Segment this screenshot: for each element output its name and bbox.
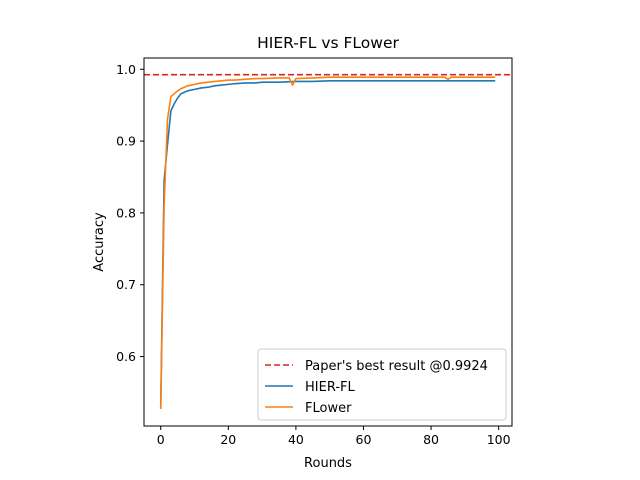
- x-axis: 0 20 40 60 80 100: [157, 426, 511, 447]
- y-axis-label: Accuracy: [92, 212, 107, 272]
- y-tick-label: 0.8: [116, 205, 136, 220]
- series-lines: [159, 76, 496, 409]
- chart-title: HIER-FL vs FLower: [257, 34, 399, 52]
- legend-box: [257, 348, 507, 421]
- x-tick-label: 0: [157, 432, 165, 447]
- x-tick-label: 60: [356, 432, 372, 447]
- y-axis: 0.6 0.7 0.8 0.9 1.0: [116, 62, 144, 364]
- y-tick-label: 0.6: [116, 349, 136, 364]
- y-tick-label: 0.7: [116, 277, 136, 292]
- x-axis-label: Rounds: [304, 456, 352, 471]
- plot-area: [143, 57, 513, 427]
- x-tick-label: 80: [423, 432, 439, 447]
- series-line-flower: [159, 76, 496, 409]
- legend: Paper's best result @0.9924 HIER-FL FLow…: [257, 348, 507, 421]
- plot-frame: [143, 57, 513, 427]
- series-line-hier-fl: [159, 79, 496, 407]
- y-tick-label: 1.0: [116, 62, 136, 77]
- x-tick-label: 40: [288, 432, 304, 447]
- legend-label-flower: FLower: [305, 401, 352, 416]
- x-tick-label: 100: [487, 432, 511, 447]
- legend-label-reference: Paper's best result @0.9924: [305, 359, 488, 374]
- x-tick-label: 20: [220, 432, 236, 447]
- y-tick-label: 0.9: [116, 134, 136, 149]
- legend-label-hier-fl: HIER-FL: [305, 380, 355, 395]
